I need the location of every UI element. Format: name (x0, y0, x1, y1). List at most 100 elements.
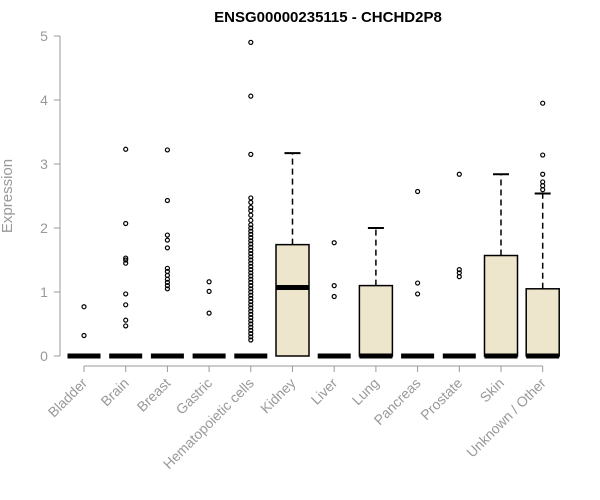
outlier-point (248, 334, 254, 340)
outlier-point (248, 93, 254, 99)
outlier-point (540, 152, 546, 158)
outlier-point (248, 199, 254, 205)
x-tick-label: Kidney (257, 375, 299, 417)
outlier-point (164, 286, 170, 292)
outlier-point (248, 267, 254, 273)
box-group (67, 304, 101, 359)
box (525, 288, 560, 357)
y-axis: 0 1 2 3 4 5 (40, 28, 61, 364)
x-tick-label: Brain (97, 375, 131, 409)
outlier-point (248, 251, 254, 257)
outlier-point (248, 257, 254, 263)
outlier-point (248, 305, 254, 311)
outlier-point (248, 315, 254, 321)
outlier-point (206, 279, 212, 285)
outlier-point (248, 204, 254, 211)
x-tick-label: Unknown / Other (463, 375, 549, 461)
outlier-point (123, 302, 129, 308)
outlier-point (248, 208, 254, 214)
outlier-point (248, 217, 254, 223)
outlier-point (248, 39, 254, 46)
outlier-point (248, 244, 254, 250)
y-tick-label: 3 (40, 156, 48, 172)
outlier-point (540, 171, 546, 177)
outlier-point (123, 146, 129, 152)
outlier-point (248, 273, 254, 279)
outlier-point (248, 238, 254, 244)
outlier-point (123, 260, 129, 266)
outlier-point (248, 308, 254, 314)
outlier-point (248, 212, 254, 218)
x-tick-label: Liver (308, 375, 341, 408)
outlier-point (248, 295, 254, 301)
outlier-point (415, 280, 421, 286)
outlier-point (248, 321, 254, 327)
outlier-point (248, 270, 254, 276)
box-group (192, 279, 226, 359)
box-group (234, 39, 268, 359)
box-group (525, 100, 560, 359)
plot-area (67, 39, 560, 359)
box (483, 254, 519, 357)
outlier-point (248, 299, 254, 305)
outlier-point (248, 318, 254, 324)
y-tick-label: 5 (40, 28, 48, 44)
y-tick-label: 4 (40, 92, 48, 108)
outlier-point (164, 232, 170, 238)
outlier-point (248, 235, 254, 241)
outlier-point (123, 220, 129, 227)
outlier-point (540, 179, 546, 185)
outlier-point (540, 100, 546, 106)
box (275, 243, 310, 357)
outlier-point (206, 288, 212, 294)
outlier-point (248, 337, 254, 343)
outlier-point (248, 276, 254, 282)
outlier-point (248, 302, 254, 308)
outlier-point (248, 311, 254, 317)
outlier-point (206, 310, 212, 316)
outlier-point (248, 225, 254, 231)
outlier-point (164, 245, 170, 251)
outlier-point (248, 292, 254, 298)
x-tick-label: Prostate (417, 375, 465, 423)
y-tick-label: 0 (40, 348, 48, 364)
outlier-point (81, 332, 87, 339)
outlier-point (81, 304, 87, 310)
outlier-point (331, 240, 337, 246)
outlier-point (164, 265, 170, 271)
outlier-point (248, 263, 254, 269)
outlier-point (248, 279, 254, 285)
x-tick-label: Bladder (45, 375, 91, 421)
outlier-point (456, 270, 462, 276)
x-tick-label: Lung (349, 375, 382, 408)
box-group (401, 188, 435, 359)
box-group (275, 152, 310, 357)
outlier-point (248, 327, 254, 333)
outlier-point (248, 151, 254, 157)
outlier-point (164, 283, 170, 289)
outlier-point (164, 237, 170, 243)
y-axis-label: Expression (0, 159, 16, 233)
outlier-point (248, 283, 254, 289)
box-group (317, 240, 351, 359)
outlier-point (248, 228, 254, 234)
box-group (109, 146, 143, 359)
outlier-point (456, 267, 462, 273)
outlier-point (123, 255, 129, 261)
x-tick-label: Breast (134, 375, 174, 415)
y-tick-label: 2 (40, 220, 48, 236)
outlier-point (123, 257, 129, 263)
outlier-point (415, 188, 421, 195)
box-group (442, 171, 476, 359)
outlier-point (248, 331, 254, 337)
x-tick-label: Skin (477, 375, 508, 406)
outlier-point (123, 323, 129, 329)
outlier-point (331, 283, 337, 289)
y-tick-label: 1 (40, 284, 48, 300)
outlier-point (164, 268, 170, 275)
outlier-point (164, 279, 170, 285)
outlier-point (248, 260, 254, 266)
outlier-point (248, 324, 254, 330)
